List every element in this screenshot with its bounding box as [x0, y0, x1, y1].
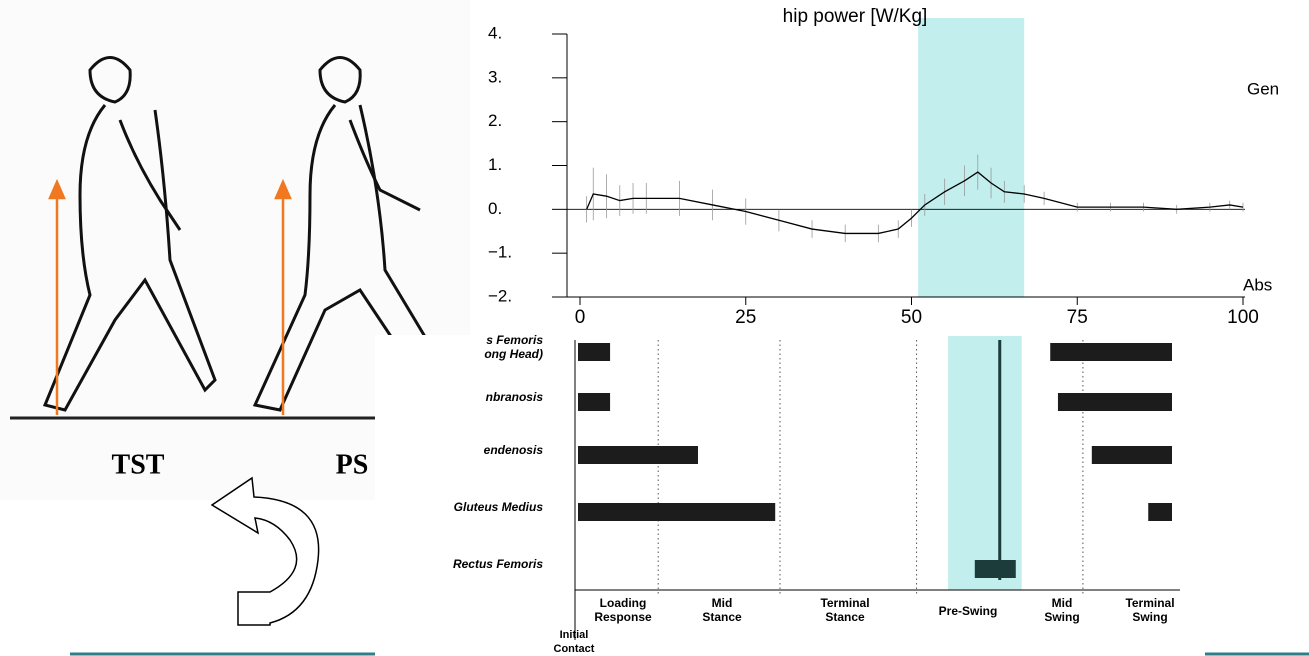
activity-bar	[974, 560, 1016, 578]
x-tick-label: 25	[735, 307, 756, 328]
activity-bar	[578, 503, 776, 521]
phase-label: PS	[336, 449, 369, 480]
phase-label: Swing	[1132, 610, 1167, 624]
line-panel	[470, 0, 1309, 330]
activity-bar	[578, 343, 611, 361]
muscle-label: nbranosis	[486, 390, 544, 404]
muscle-label: s Femoris	[486, 333, 543, 347]
phase-label: Swing	[1044, 610, 1079, 624]
activity-bar	[578, 393, 611, 411]
emg-panel	[375, 335, 1205, 656]
phase-label: Terminal	[1125, 596, 1174, 610]
highlight-band	[948, 336, 1022, 590]
highlight-band	[918, 18, 1025, 297]
activity-bar	[1148, 503, 1172, 521]
phase-label: Stance	[825, 610, 865, 624]
muscle-label: Gluteus Medius	[454, 500, 544, 514]
y-tick-label: 0.	[488, 199, 502, 218]
phase-label: Mid	[712, 596, 733, 610]
y-tick-label: 4.	[488, 23, 502, 42]
phase-label: Pre-Swing	[939, 604, 998, 618]
activity-bar	[1050, 343, 1172, 361]
x-tick-label: 100	[1227, 307, 1259, 328]
y-tick-label: 3.	[488, 67, 502, 86]
curved-arrow	[210, 476, 320, 626]
muscle-label: endenosis	[484, 443, 544, 457]
x-tick-label: 0	[575, 307, 586, 328]
charts: hip power [W/Kg] Gen Abs 4. 3. 2. 1. 0. −1. −2. 0 2…	[453, 6, 1279, 655]
activity-bar	[1057, 393, 1172, 411]
force-arrows	[48, 178, 292, 415]
phase-label: TST	[112, 449, 165, 480]
phase-label: Initial	[560, 629, 589, 641]
x-tick-label: 50	[901, 307, 922, 328]
annotation: Abs	[1243, 275, 1272, 294]
phase-label: Response	[594, 610, 652, 624]
annotation: Gen	[1247, 79, 1279, 98]
activity-bar	[1091, 446, 1172, 464]
chart-title: hip power [W/Kg]	[783, 6, 928, 27]
walker-2	[252, 56, 448, 412]
y-tick-label: −2.	[488, 286, 512, 305]
y-tick-label: 1.	[488, 155, 502, 174]
activity-bar	[578, 446, 698, 464]
phase-label: Loading	[600, 596, 647, 610]
phase-label: Contact	[554, 643, 595, 655]
data-line	[586, 171, 1244, 235]
y-tick-label: −1.	[488, 243, 512, 262]
phase-label: Terminal	[820, 596, 869, 610]
muscle-label: Rectus Femoris	[453, 557, 543, 571]
y-tick-label: 2.	[488, 111, 502, 130]
walker-1	[42, 56, 217, 412]
phase-label: Mid	[1052, 596, 1073, 610]
muscle-label: ong Head)	[484, 347, 543, 361]
phase-label: Stance	[702, 610, 742, 624]
x-tick-label: 75	[1067, 307, 1088, 328]
